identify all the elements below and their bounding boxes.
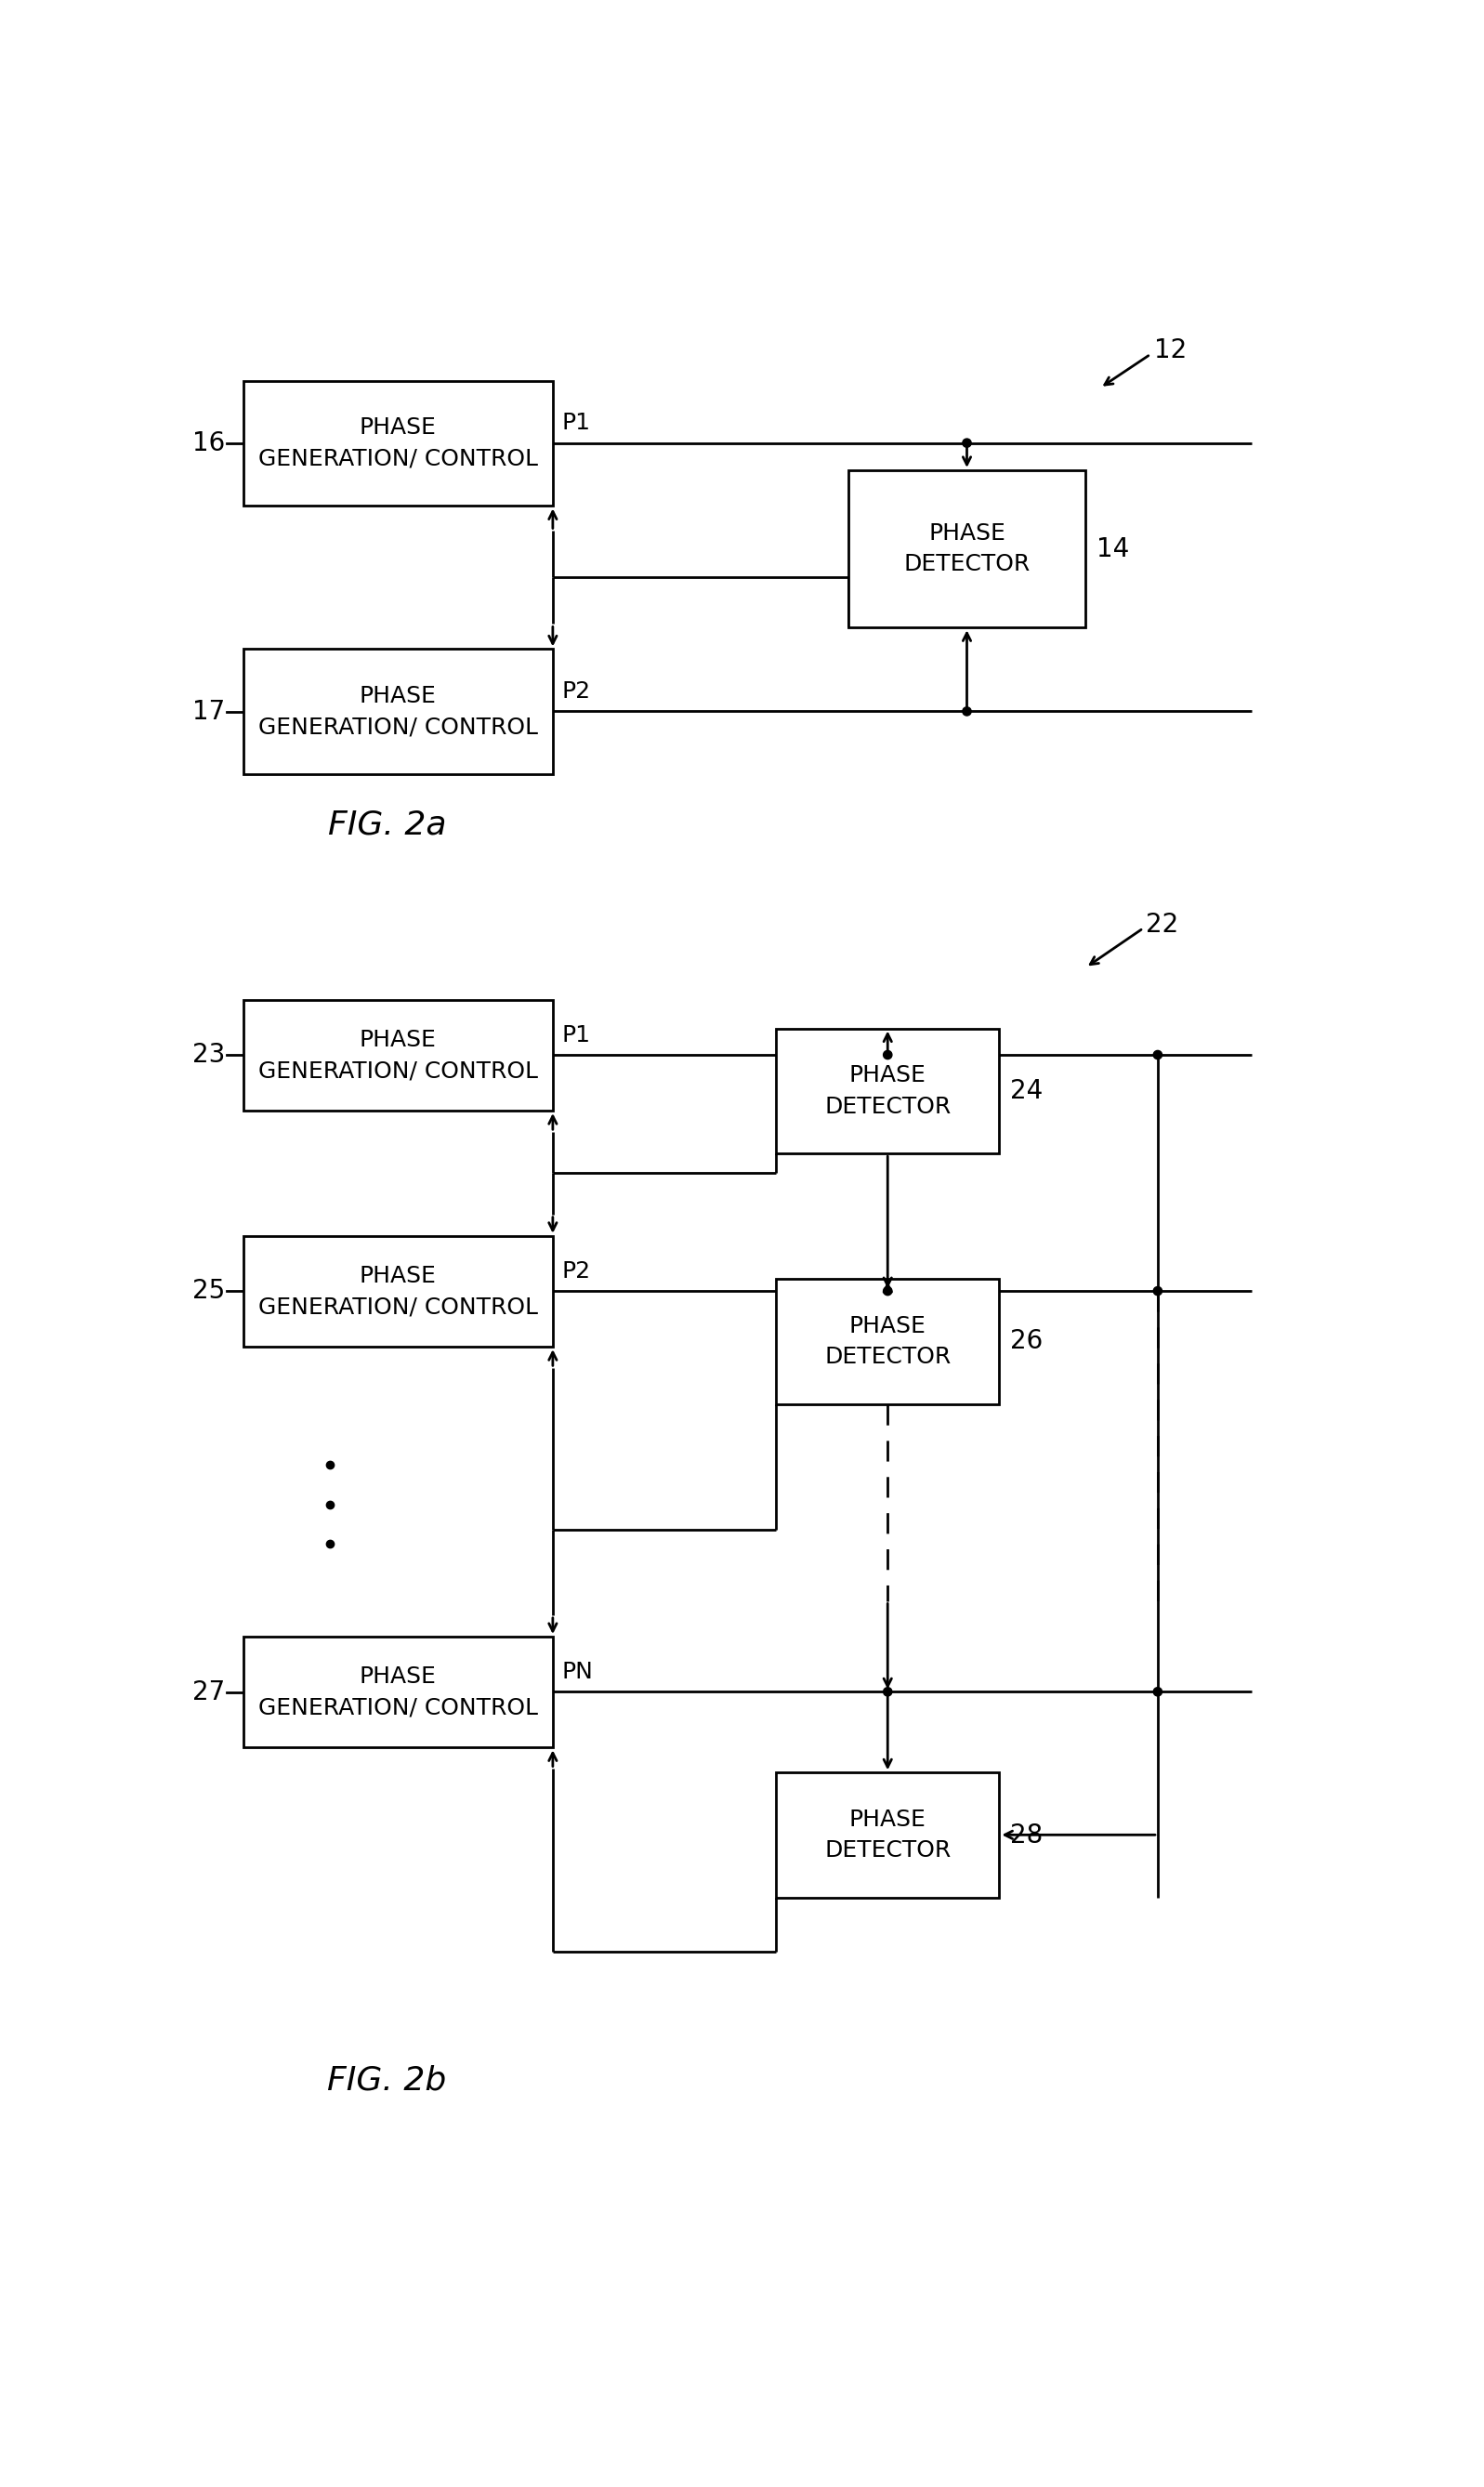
Text: FIG. 2a: FIG. 2a (328, 808, 447, 841)
Text: 23: 23 (193, 1042, 226, 1069)
Text: 12: 12 (1155, 336, 1187, 363)
Circle shape (1153, 1050, 1162, 1059)
Bar (243, 381, 552, 505)
Text: 27: 27 (193, 1679, 226, 1706)
Text: P2: P2 (561, 681, 591, 704)
Bar (243, 649, 552, 773)
Text: P1: P1 (561, 413, 591, 435)
Bar (776, 1278, 999, 1405)
Bar (243, 1236, 552, 1348)
Circle shape (883, 1050, 892, 1059)
Text: 28: 28 (1011, 1823, 1043, 1848)
Text: PHASE
GENERATION/ CONTROL: PHASE GENERATION/ CONTROL (258, 418, 537, 470)
Text: PHASE
GENERATION/ CONTROL: PHASE GENERATION/ CONTROL (258, 1666, 537, 1719)
Bar (847, 470, 1086, 627)
Text: 26: 26 (1011, 1328, 1043, 1355)
Text: P1: P1 (561, 1025, 591, 1047)
Circle shape (883, 1286, 892, 1296)
Text: PHASE
GENERATION/ CONTROL: PHASE GENERATION/ CONTROL (258, 1263, 537, 1318)
Text: PHASE
DETECTOR: PHASE DETECTOR (824, 1808, 951, 1863)
Text: PHASE
DETECTOR: PHASE DETECTOR (824, 1316, 951, 1368)
Circle shape (883, 1689, 892, 1696)
Text: PHASE
GENERATION/ CONTROL: PHASE GENERATION/ CONTROL (258, 1030, 537, 1082)
Text: 25: 25 (193, 1278, 226, 1303)
Bar (243, 1000, 552, 1112)
Text: P2: P2 (561, 1261, 591, 1283)
Circle shape (963, 438, 971, 448)
Text: PHASE
DETECTOR: PHASE DETECTOR (904, 522, 1030, 574)
Text: 17: 17 (193, 699, 226, 724)
Text: 24: 24 (1011, 1077, 1043, 1104)
Text: PHASE
GENERATION/ CONTROL: PHASE GENERATION/ CONTROL (258, 684, 537, 739)
Text: 22: 22 (1146, 913, 1178, 938)
Text: 14: 14 (1097, 535, 1129, 562)
Text: 16: 16 (193, 430, 226, 455)
Bar (776, 1027, 999, 1154)
Text: FIG. 2b: FIG. 2b (328, 2064, 447, 2097)
Text: PHASE
DETECTOR: PHASE DETECTOR (824, 1064, 951, 1117)
Circle shape (963, 706, 971, 716)
Circle shape (1153, 1286, 1162, 1296)
Bar (243, 1636, 552, 1748)
Bar (776, 1773, 999, 1898)
Circle shape (1153, 1689, 1162, 1696)
Text: PN: PN (561, 1661, 594, 1684)
